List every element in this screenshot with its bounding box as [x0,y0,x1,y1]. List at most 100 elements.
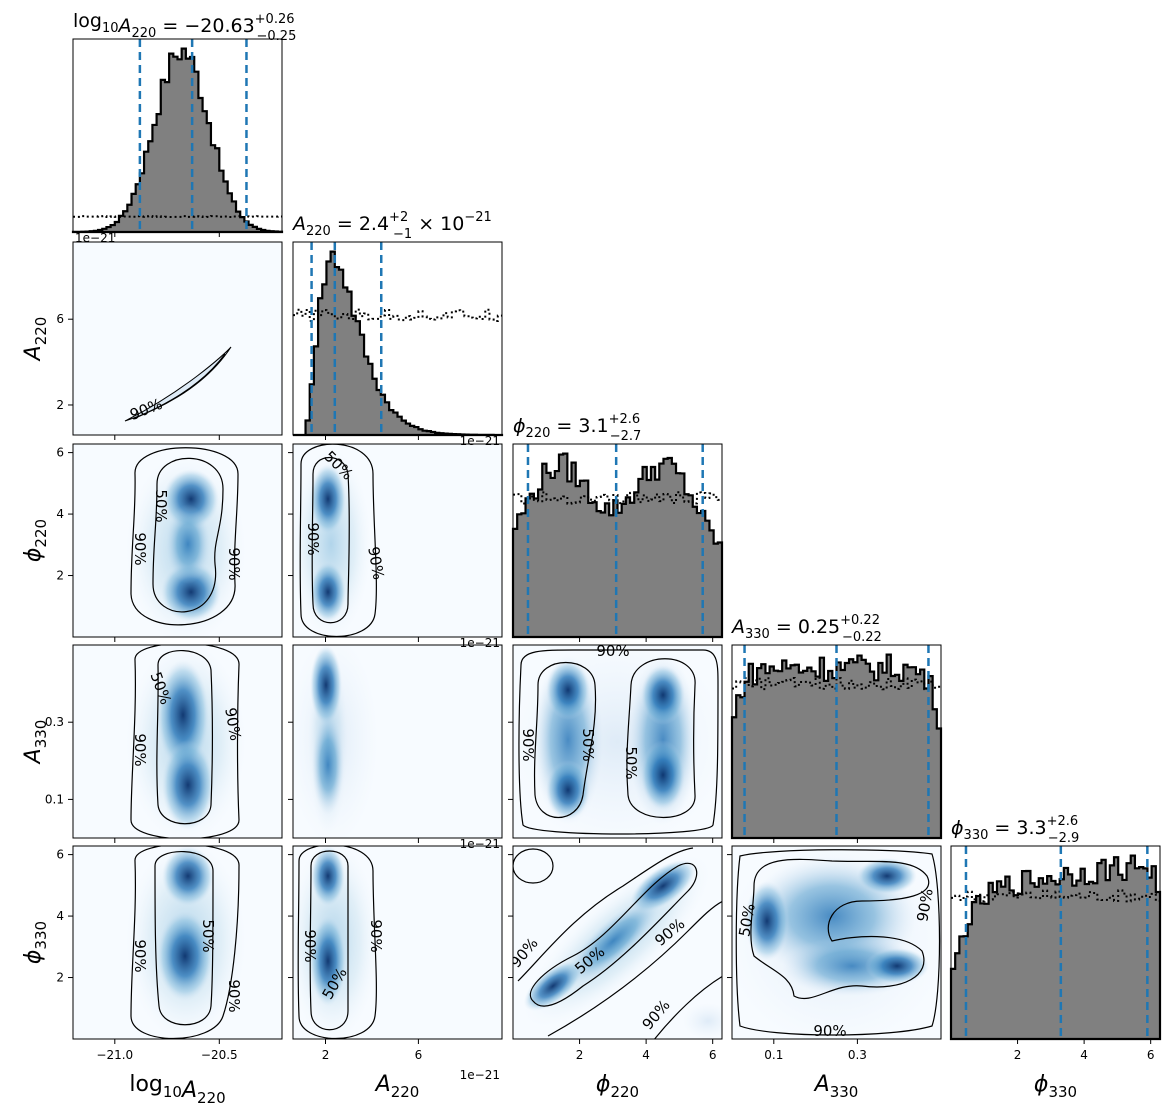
density-panel-phi220-A330: 90% 50% 50% 90% [512,642,723,839]
x-axis-A330-row3 [773,838,858,843]
panel-frame [731,845,942,1040]
contour-label: 90% [596,642,629,660]
panel-frame [72,845,283,1040]
contour-line [529,862,698,1007]
contour-label: 90% [131,733,149,766]
x-tick-label: 2 [322,1048,330,1062]
x-axis-A220-row1 [325,435,419,440]
offset-text-A220-hist: 1e−21 [460,434,500,448]
x-tick-label: −21.0 [96,1048,133,1062]
x-tick-label: 2 [1014,1048,1022,1062]
density-region [566,898,660,984]
y-tick-label: 6 [56,312,64,326]
contour-label: 50% [622,746,640,779]
y-tick-label: 2 [56,569,64,583]
contour-line [132,353,226,420]
y-axis-label-A330: A330 [21,720,50,766]
density-region [312,715,344,815]
density-region [162,846,214,906]
contour-label: 90% [813,1022,846,1040]
x-axis-A220-row3 [325,838,419,843]
density-panel-phi220-phi330: 90% 50%90%90% [512,845,723,1040]
offset-text-phi220-row: 1e−21 [460,636,500,650]
y-axis-A330-col0: 0.1 0.3 [45,715,73,806]
offset-text-A330-row: 1e−21 [460,837,500,851]
panel-frame [950,845,1161,1040]
prior-dotted-line [732,676,941,691]
density-region [310,562,346,622]
y-tick-label: 0.3 [45,715,64,729]
contour-label: 90% [304,522,322,555]
x-tick-label: −20.5 [201,1048,238,1062]
x-tick-label: 0.3 [848,1048,867,1062]
x-tick-label: 6 [415,1048,423,1062]
density-panel-A220-phi220: 50%90%90% [292,443,503,638]
contour-line [130,645,240,838]
y-tick-label: 4 [56,909,64,923]
hist-panel-log10A220 [71,38,284,234]
prior-dotted-line [951,889,1160,903]
y-tick-label: 2 [56,398,64,412]
param-title-phi330: ϕ330 = 3.3+2.6 −2.9 [951,814,1079,846]
x-axis-label-A330: A330 [813,1072,859,1101]
contour-line [297,846,377,1039]
hist-outline [949,854,1162,1041]
x-axis-log10A220-row4: −21.0 −20.5 [96,1039,238,1062]
contour-label: 90% [519,728,537,761]
panel-frame [72,38,283,233]
x-axis-label-phi220: ϕ220 [596,1072,639,1101]
y-tick-label: 2 [56,971,64,985]
contour-line [299,444,377,637]
x-axis-log10A220-row1 [114,435,220,440]
contour-label: 50% [152,489,170,522]
contour-line [750,858,930,1000]
y-axis-A220-col0: 26 [56,312,73,412]
density-region [745,881,789,961]
y-axis-label-phi220: ϕ220 [21,519,50,562]
contour-label: 90% [367,919,385,952]
contour-label: 90% [131,532,149,565]
density-panel-log10A220-A330: 50%90%90% [72,644,283,839]
prior-dotted-line [293,308,502,322]
contour-line [154,850,214,1026]
density-region [546,660,590,720]
contour-label: 90% [364,545,388,581]
y-axis-phi220-col0: 2 4 6 [56,446,73,583]
panel-frame [292,845,503,1040]
x-axis-label-log10A220: log10A220 [129,1072,225,1107]
panel-frame [72,443,283,638]
density-region [857,858,917,894]
hist-outline [511,452,724,639]
panel-frame [292,443,503,638]
y-axis-phi330-col0: 2 4 6 [56,848,73,985]
panel-frame [512,845,723,1040]
x-tick-label: 4 [1080,1048,1088,1062]
text-layer: log10A220 = −20.63+0.26 −0.25 A220 = 2.4+2… [21,10,1155,1107]
contour-label: 50% [199,919,217,952]
x-axis-label-phi330: ϕ330 [1034,1072,1077,1101]
contour-label: 90% [225,547,243,580]
y-axis-label-phi330: ϕ330 [21,921,50,964]
y-axis-label-A220: A220 [21,317,50,363]
panel-frame [72,241,283,436]
contour-line [533,662,597,818]
density-region [166,504,210,584]
param-title-A220: A220 = 2.4+2 −1 × 10−21 [291,210,492,242]
density-panel-log10A220-phi330: 50% 90% 90% [72,845,283,1040]
x-tick-label: 4 [642,1048,650,1062]
contour-line [513,848,554,884]
contour-label: 90% [225,979,243,1012]
panel-frame [512,443,723,638]
density-region [311,846,345,906]
hist-fill [73,48,282,233]
panel-frame [292,644,503,839]
contour-line [517,847,694,982]
contour-line [626,658,696,819]
hist-outline [71,47,284,234]
panel-frame [292,241,503,436]
panel-background [73,242,282,435]
hist-fill [951,855,1160,1039]
y-axis-phi330-col3 [727,854,732,979]
